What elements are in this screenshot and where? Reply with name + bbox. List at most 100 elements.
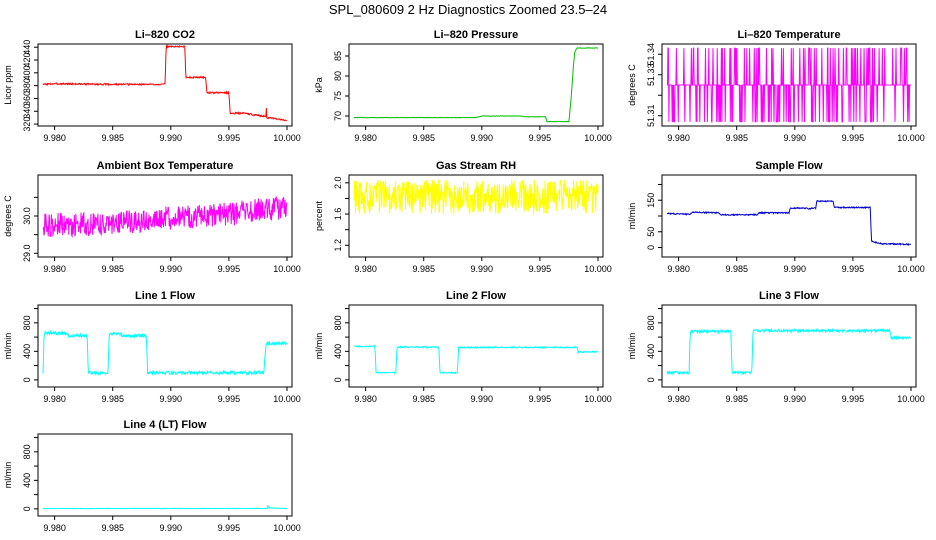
x-tick-label: 9.980 (43, 133, 66, 143)
x-tick-label: 9.995 (218, 394, 241, 404)
y-tick-label: 420 (22, 53, 32, 68)
y-axis-label: ml/min (627, 203, 637, 230)
series-line-line2 (353, 344, 599, 375)
x-tick-label: 10.000 (273, 133, 301, 143)
x-tick-label: 9.990 (471, 394, 494, 404)
x-tick-label: 10.000 (584, 394, 612, 404)
x-tick-label: 9.995 (218, 523, 241, 533)
y-axis-label: percent (314, 200, 324, 231)
x-tick-label: 9.980 (667, 394, 690, 404)
x-tick-label: 9.980 (354, 394, 377, 404)
chart-panel-5: Gas Stream RH percent 1.2 1.6 2.0 9.980 9.985 9… (314, 160, 612, 274)
plot-frame (37, 433, 293, 517)
x-tick-label: 9.985 (725, 394, 748, 404)
y-tick-label: 50 (646, 227, 656, 237)
plot-frame (661, 43, 917, 127)
chart-panel-8: Line 2 Flow ml/min 0 400 800 9.980 9.985 9.990 9… (314, 290, 612, 404)
x-tick-label: 9.995 (842, 133, 865, 143)
series-line-rh (353, 179, 599, 215)
series-line-line1 (42, 329, 288, 377)
x-tick-label: 9.990 (160, 523, 183, 533)
y-tick-label: 400 (22, 65, 32, 80)
x-tick-label: 10.000 (897, 264, 925, 274)
y-tick-label: 0 (646, 377, 656, 382)
series-line-co2 (42, 44, 288, 122)
plot-frame (37, 304, 293, 388)
y-tick-label: 85 (333, 51, 343, 61)
chart-title: Line 2 Flow (446, 290, 506, 302)
y-tick-label: 2.0 (333, 177, 343, 190)
x-tick-label: 9.995 (218, 264, 241, 274)
x-tick-label: 9.995 (218, 133, 241, 143)
y-tick-label: 400 (22, 473, 32, 488)
y-tick-label: 380 (22, 78, 32, 93)
plot-frame (348, 174, 604, 258)
x-tick-label: 9.985 (101, 394, 124, 404)
y-tick-label: 51.33 (646, 63, 656, 86)
y-tick-label: 51.34 (646, 43, 656, 66)
page-title: SPL_080609 2 Hz Diagnostics Zoomed 23.5–… (328, 2, 608, 17)
chart-title: Li–820 CO2 (135, 29, 195, 41)
chart-panel-2: Li–820 Pressure kPa 70 75 80 85 9.980 9.985 9.99… (314, 29, 612, 143)
y-tick-label: 800 (22, 444, 32, 459)
y-tick-label: 340 (22, 104, 32, 119)
x-tick-label: 9.980 (43, 394, 66, 404)
x-tick-label: 10.000 (273, 264, 301, 274)
x-tick-label: 9.990 (471, 264, 494, 274)
y-axis-label: degrees C (3, 195, 13, 237)
y-tick-label: 1.6 (333, 208, 343, 221)
y-tick-label: 400 (333, 344, 343, 359)
x-tick-label: 9.980 (354, 133, 377, 143)
chart-panel-6: Sample Flow ml/min 0 50 150 9.980 9.985 9.990 9.… (627, 160, 925, 274)
x-tick-label: 9.985 (412, 394, 435, 404)
y-tick-label: 400 (22, 344, 32, 359)
y-tick-label: 0 (333, 377, 343, 382)
x-tick-label: 10.000 (584, 264, 612, 274)
x-tick-label: 10.000 (584, 133, 612, 143)
x-tick-label: 9.995 (842, 394, 865, 404)
chart-title: Gas Stream RH (436, 160, 516, 172)
x-tick-label: 9.985 (101, 133, 124, 143)
chart-title: Line 3 Flow (759, 290, 819, 302)
y-axis-label: ml/min (3, 462, 13, 489)
series-line-line3 (666, 327, 912, 376)
y-tick-label: 0 (646, 245, 656, 250)
y-tick-label: 30.0 (22, 207, 32, 225)
y-tick-label: 800 (646, 315, 656, 330)
y-axis-label: ml/min (314, 333, 324, 360)
y-tick-label: 0 (22, 506, 32, 511)
plot-frame (37, 43, 293, 127)
y-tick-label: 440 (22, 40, 32, 55)
x-tick-label: 9.985 (412, 264, 435, 274)
x-tick-label: 10.000 (273, 394, 301, 404)
plot-frame (661, 174, 917, 258)
chart-title: Line 1 Flow (135, 290, 195, 302)
x-tick-label: 9.995 (529, 133, 552, 143)
y-tick-label: 150 (646, 193, 656, 208)
x-tick-label: 9.985 (412, 133, 435, 143)
x-tick-label: 9.990 (160, 133, 183, 143)
y-tick-label: 1.2 (333, 239, 343, 252)
y-tick-label: 70 (333, 111, 343, 121)
x-tick-label: 10.000 (897, 133, 925, 143)
y-tick-label: 51.31 (646, 104, 656, 127)
y-tick-label: 75 (333, 91, 343, 101)
x-tick-label: 9.990 (784, 394, 807, 404)
series-line-sample (666, 199, 912, 246)
x-tick-label: 9.980 (43, 264, 66, 274)
chart-panel-4: Ambient Box Temperature degrees C 29.0 30.0… (3, 160, 301, 274)
x-tick-label: 9.980 (667, 133, 690, 143)
x-tick-label: 9.985 (725, 264, 748, 274)
x-tick-label: 9.980 (354, 264, 377, 274)
x-tick-label: 9.990 (784, 133, 807, 143)
y-axis-label: kPa (314, 77, 324, 93)
y-axis-label: ml/min (627, 333, 637, 360)
series-line-ambient (42, 196, 288, 238)
x-tick-label: 9.985 (101, 264, 124, 274)
chart-title: Li–820 Temperature (737, 29, 840, 41)
y-tick-label: 80 (333, 71, 343, 81)
y-axis-label: Licor ppm (3, 65, 13, 105)
y-tick-label: 320 (22, 117, 32, 132)
series-line-pressure (353, 47, 599, 123)
